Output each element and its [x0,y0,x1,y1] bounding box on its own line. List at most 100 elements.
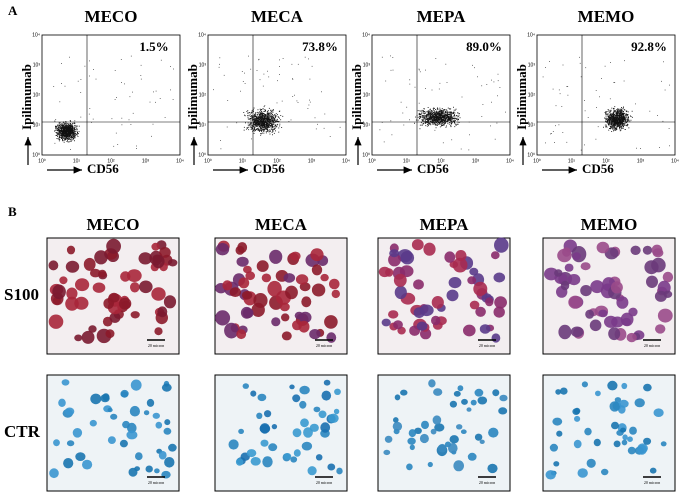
event-dot [611,116,613,118]
event-dot [613,121,615,123]
event-dot [621,111,623,113]
event-dot [280,115,282,116]
event-dot [429,111,430,113]
event-dot [267,118,269,120]
event-dot [619,127,621,129]
event-dot [279,123,281,125]
event-dot [248,114,250,116]
cell [119,439,128,448]
row-label: S100 [4,285,39,304]
event-dot [268,131,270,133]
event-dot [67,125,69,127]
event-dot [423,117,425,119]
event-dot [612,120,614,122]
event-dot [614,127,616,128]
event-dot [66,136,68,138]
event-dot [66,138,68,140]
cell [301,441,313,451]
cell [283,273,296,283]
event-dot [253,125,255,127]
event-dot [441,116,443,118]
event-dot [431,89,433,91]
event-dot [432,119,434,121]
y-tick-label: 10² [199,92,207,98]
cell [432,415,442,425]
event-dot [265,115,266,117]
event-dot [434,121,436,123]
event-dot [618,117,620,119]
event-dot [75,130,77,132]
event-dot [580,76,582,78]
event-dot [70,130,72,132]
y-tick-label: 10⁰ [198,152,206,158]
event-dot [422,123,424,125]
cell [494,296,507,309]
y-tick-label: 10¹ [33,122,41,128]
event-dot [613,116,615,118]
event-dot [64,124,66,126]
event-dot [661,80,662,82]
event-dot [159,98,161,99]
scale-bar-label: 20 micron [148,480,164,485]
event-dot [257,121,259,123]
event-dot [72,126,73,128]
event-dot [615,118,617,120]
event-dot [468,149,470,151]
event-dot [431,113,433,115]
event-dot [619,114,621,116]
event-dot [624,121,626,122]
event-dot [619,116,621,117]
event-dot [262,118,264,120]
event-dot [440,113,442,115]
event-dot [59,124,61,126]
event-dot [65,127,67,129]
event-dot [436,117,437,119]
event-dot [264,114,266,116]
event-dot [611,125,613,127]
event-dot [72,138,74,140]
event-dot [435,124,437,126]
cell [634,398,645,408]
event-dot [256,121,258,123]
event-dot [246,111,248,112]
event-dot [614,122,616,124]
event-dot [149,101,151,103]
event-dot [254,128,256,130]
event-dot [264,124,266,126]
event-dot [436,115,437,117]
event-dot [624,121,626,123]
event-dot [625,122,627,123]
event-dot [610,114,612,116]
cell [598,309,608,318]
event-dot [292,96,294,97]
event-dot [427,112,429,114]
event-dot [415,119,417,121]
event-dot [452,112,454,114]
event-dot [264,128,266,130]
event-dot [496,122,498,124]
event-dot [424,121,426,122]
event-dot [266,117,268,119]
event-dot [261,129,262,131]
event-dot [279,66,280,67]
cell [491,251,500,260]
event-dot [263,114,265,115]
event-dot [482,104,484,105]
event-dot [275,127,276,129]
event-dot [620,111,622,113]
event-dot [427,114,429,116]
cell [89,419,97,427]
event-dot [596,107,597,108]
event-dot [261,111,262,113]
event-dot [66,129,68,131]
event-dot [438,116,440,118]
event-dot [236,122,238,124]
event-dot [270,127,272,129]
event-dot [261,122,263,123]
event-dot [272,130,274,132]
event-dot [447,114,449,116]
event-dot [254,124,256,126]
event-dot [62,135,64,137]
event-dot [257,119,259,121]
event-dot [624,112,626,114]
